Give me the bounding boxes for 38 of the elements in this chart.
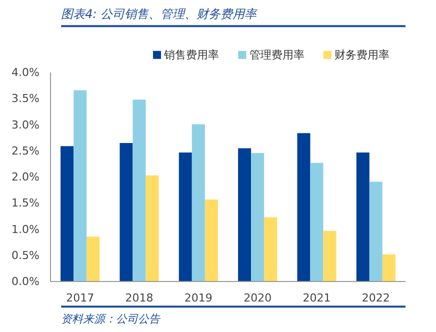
bar — [238, 148, 252, 282]
bar — [86, 236, 100, 282]
bar — [369, 182, 382, 282]
bar — [146, 175, 159, 282]
y-tick-label: 2.5% — [12, 144, 40, 158]
y-tick-label: 1.0% — [12, 222, 40, 236]
legend-label: 销售费用率 — [163, 48, 220, 62]
x-tick-label: 2018 — [125, 292, 154, 304]
x-tick-label: 2020 — [244, 292, 272, 304]
bar — [192, 124, 205, 282]
y-tick-label: 3.5% — [12, 92, 40, 106]
x-tick-label: 2022 — [362, 292, 390, 304]
chart-title: 图表4: 公司销售、管理、财务费用率 — [61, 6, 259, 21]
bar — [204, 199, 218, 282]
x-tick-label: 2017 — [66, 292, 94, 304]
bar — [264, 217, 278, 282]
y-tick-label: 0.0% — [12, 275, 40, 288]
bar — [297, 133, 310, 282]
bar — [382, 254, 396, 282]
bar — [60, 146, 74, 282]
bar — [74, 90, 87, 282]
bar — [120, 143, 133, 282]
x-tick-label: 2021 — [302, 292, 331, 304]
bar — [323, 230, 336, 282]
y-tick-label: 1.5% — [12, 196, 40, 210]
y-tick-label: 0.5% — [12, 248, 40, 262]
bar — [251, 152, 264, 282]
text: 资料来源：公司公告 — [61, 312, 162, 326]
y-tick-label: 2.0% — [12, 170, 40, 184]
legend-label: 财务费用率 — [334, 48, 390, 62]
bar — [178, 152, 192, 282]
bar — [310, 162, 324, 282]
legend-label: 管理费用率 — [249, 48, 304, 62]
bar — [356, 152, 370, 282]
y-tick-label: 3.0% — [12, 118, 40, 132]
y-tick-label: 4.0% — [12, 66, 40, 79]
bar — [132, 100, 146, 282]
x-tick-label: 2019 — [184, 292, 212, 304]
